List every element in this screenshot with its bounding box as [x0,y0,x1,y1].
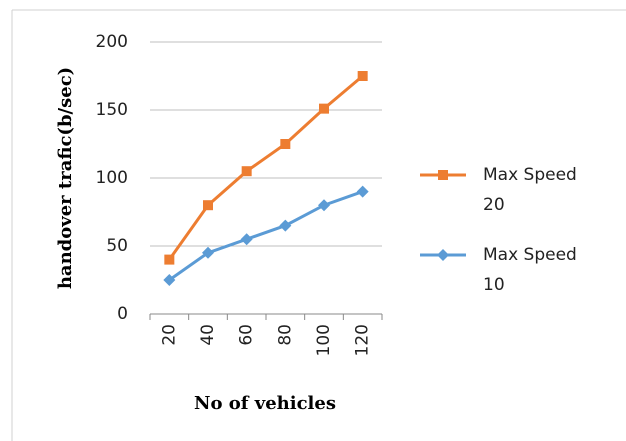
data-point [203,200,213,211]
y-axis-title: handover trafic(b/sec) [55,67,76,289]
data-point [356,185,369,198]
x-tick-label: 20 [159,324,179,346]
y-tick-label: 50 [106,236,128,256]
y-tick-label: 150 [96,100,128,120]
data-point [202,246,214,259]
y-tick-label: 0 [117,304,128,324]
data-point [280,139,291,149]
x-tick-label: 120 [353,324,373,356]
data-point [240,233,253,246]
series-line [168,74,364,261]
y-tick-label: 100 [96,168,128,188]
x-tick-label: 60 [237,324,257,346]
legend-marker [438,170,448,180]
data-point [318,199,330,212]
x-tick-label: 40 [198,324,218,346]
data-point [357,71,368,81]
data-point [279,219,292,232]
x-axis-title: No of vehicles [194,393,336,414]
legend-marker [437,249,449,261]
legend-label: Max Speed 10 [483,245,577,295]
data-point [164,254,175,265]
data-point [319,103,329,114]
y-tick-label: 200 [96,32,128,52]
x-tick-label: 100 [314,324,334,356]
legend-label: Max Speed 20 [483,165,577,215]
x-tick-label: 80 [275,324,295,346]
data-point [241,166,252,177]
series-line [168,190,364,282]
data-point [163,274,176,286]
